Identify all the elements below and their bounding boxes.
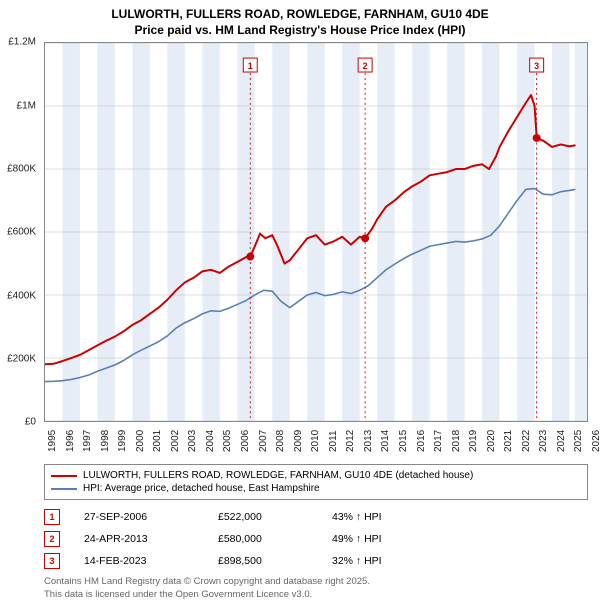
x-tick-label: 1997 — [82, 430, 93, 452]
y-tick-label: £0 — [25, 417, 36, 428]
x-tick-label: 2021 — [503, 430, 514, 452]
y-tick-label: £800K — [7, 164, 36, 175]
legend-swatch — [51, 488, 77, 490]
chart-title: LULWORTH, FULLERS ROAD, ROWLEDGE, FARNHA… — [0, 0, 600, 42]
x-tick-label: 2008 — [275, 430, 286, 452]
svg-text:3: 3 — [534, 61, 539, 71]
x-tick-label: 1995 — [47, 430, 58, 452]
legend-swatch — [51, 475, 77, 477]
marker-badge: 2 — [44, 531, 60, 547]
marker-row: 3 14-FEB-2023 £898,500 32% ↑ HPI — [44, 550, 588, 572]
x-tick-label: 2004 — [205, 430, 216, 452]
x-tick-label: 2003 — [187, 430, 198, 452]
y-tick-label: £1.2M — [8, 37, 36, 48]
marker-price: £580,000 — [218, 533, 308, 545]
x-tick-label: 2019 — [468, 430, 479, 452]
x-tick-label: 2015 — [398, 430, 409, 452]
x-tick-label: 2024 — [556, 430, 567, 452]
x-tick-label: 2007 — [258, 430, 269, 452]
marker-delta: 32% ↑ HPI — [332, 555, 382, 567]
y-tick-label: £1M — [17, 100, 36, 111]
x-tick-label: 2000 — [135, 430, 146, 452]
marker-date: 14-FEB-2023 — [84, 555, 194, 567]
y-tick-label: £200K — [7, 354, 36, 365]
marker-delta: 49% ↑ HPI — [332, 533, 382, 545]
marker-badge: 1 — [44, 509, 60, 525]
plot-wrap: £0£200K£400K£600K£800K£1M£1.2M 123 — [44, 42, 588, 422]
x-tick-label: 2010 — [310, 430, 321, 452]
credit-line-2: This data is licensed under the Open Gov… — [44, 589, 588, 601]
x-tick-label: 1999 — [117, 430, 128, 452]
x-tick-label: 1996 — [65, 430, 76, 452]
legend-row: LULWORTH, FULLERS ROAD, ROWLEDGE, FARNHA… — [51, 469, 581, 482]
marker-row: 2 24-APR-2013 £580,000 49% ↑ HPI — [44, 528, 588, 550]
x-tick-label: 2025 — [573, 430, 584, 452]
x-tick-label: 2012 — [345, 430, 356, 452]
x-tick-label: 2009 — [293, 430, 304, 452]
x-tick-label: 2016 — [416, 430, 427, 452]
legend-label: LULWORTH, FULLERS ROAD, ROWLEDGE, FARNHA… — [83, 470, 473, 481]
title-line-1: LULWORTH, FULLERS ROAD, ROWLEDGE, FARNHA… — [4, 6, 596, 22]
x-tick-label: 2005 — [222, 430, 233, 452]
y-axis: £0£200K£400K£600K£800K£1M£1.2M — [0, 42, 40, 422]
x-tick-label: 2023 — [538, 430, 549, 452]
svg-text:2: 2 — [363, 61, 368, 71]
x-tick-label: 2017 — [433, 430, 444, 452]
x-tick-label: 2011 — [328, 431, 339, 453]
marker-date: 27-SEP-2006 — [84, 511, 194, 523]
x-tick-label: 2020 — [486, 430, 497, 452]
credit-line-1: Contains HM Land Registry data © Crown c… — [44, 576, 588, 588]
legend-label: HPI: Average price, detached house, East… — [83, 483, 320, 494]
marker-price: £522,000 — [218, 511, 308, 523]
chart-container: LULWORTH, FULLERS ROAD, ROWLEDGE, FARNHA… — [0, 0, 600, 601]
x-tick-label: 2002 — [170, 430, 181, 452]
title-line-2: Price paid vs. HM Land Registry's House … — [4, 22, 596, 38]
legend: LULWORTH, FULLERS ROAD, ROWLEDGE, FARNHA… — [44, 464, 588, 500]
marker-price: £898,500 — [218, 555, 308, 567]
x-tick-label: 2026 — [591, 430, 600, 452]
svg-text:1: 1 — [248, 61, 253, 71]
marker-date: 24-APR-2013 — [84, 533, 194, 545]
x-tick-label: 2018 — [451, 430, 462, 452]
chart-svg: 1 2 3 — [45, 43, 587, 421]
x-tick-label: 2006 — [240, 430, 251, 452]
x-tick-label: 2022 — [521, 430, 532, 452]
credit-text: Contains HM Land Registry data © Crown c… — [44, 576, 588, 601]
plot-area: 1 2 3 — [44, 42, 588, 422]
y-tick-label: £600K — [7, 227, 36, 238]
x-tick-label: 2014 — [380, 430, 391, 452]
x-tick-label: 2013 — [363, 430, 374, 452]
y-tick-label: £400K — [7, 290, 36, 301]
marker-row: 1 27-SEP-2006 £522,000 43% ↑ HPI — [44, 506, 588, 528]
x-axis: 1995 1996 1997 1998 1999 2000 2001 2002 2003 2004… — [44, 422, 588, 460]
marker-delta: 43% ↑ HPI — [332, 511, 382, 523]
marker-table: 1 27-SEP-2006 £522,000 43% ↑ HPI 2 24-APR-201… — [44, 506, 588, 572]
marker-badge: 3 — [44, 553, 60, 569]
x-tick-label: 2001 — [152, 430, 163, 452]
legend-row: HPI: Average price, detached house, East… — [51, 482, 581, 495]
x-tick-label: 1998 — [100, 430, 111, 452]
